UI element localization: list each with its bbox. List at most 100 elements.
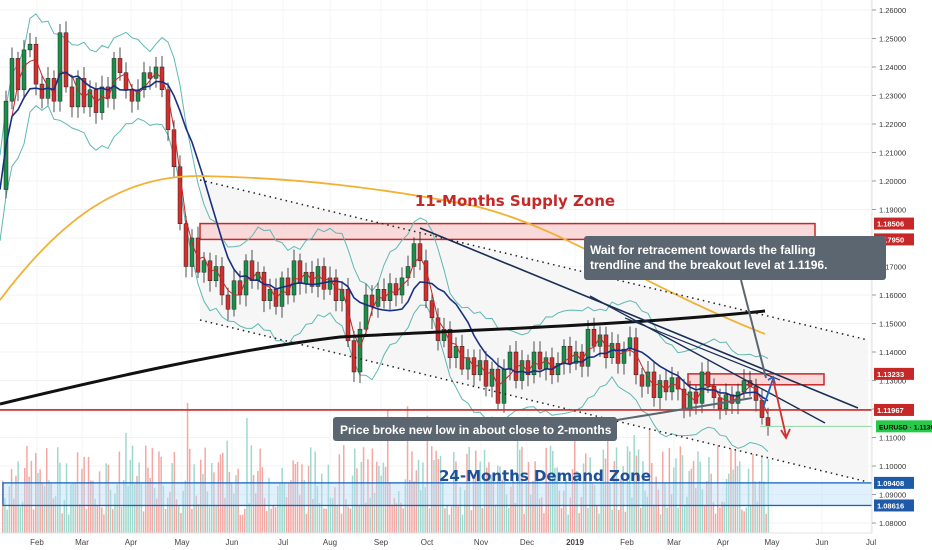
price-tick-label: 1.23000 <box>879 91 906 100</box>
volume-bar <box>79 504 81 533</box>
projection-up-arrow <box>762 378 774 409</box>
time-tick-label: Oct <box>421 538 434 547</box>
candle-body <box>147 72 153 79</box>
volume-bar <box>305 513 308 533</box>
volume-bar <box>622 466 624 533</box>
candle-body <box>579 351 585 367</box>
falling-trendline <box>419 227 859 409</box>
volume-bar <box>635 455 638 533</box>
new-low-callout-text: Price broke new low in about close to 2-… <box>340 423 612 437</box>
volume-bar <box>655 476 657 533</box>
volume-bar <box>175 499 178 533</box>
volume-bar <box>624 511 627 533</box>
volume-bar <box>431 446 433 533</box>
candle-body <box>9 58 15 102</box>
volume-bar <box>151 447 154 533</box>
time-tick-label: Jun <box>226 538 239 547</box>
volume-bar <box>241 514 244 533</box>
volume-bar <box>679 446 682 533</box>
price-tick-label: 1.24000 <box>879 63 906 72</box>
candle-body <box>177 166 183 224</box>
retracement-callout-line: Wait for retracement towards the falling <box>590 243 816 257</box>
volume-bar <box>116 484 118 533</box>
volume-bar <box>316 486 319 533</box>
volume-bar <box>692 460 695 533</box>
volume-bar <box>670 494 673 533</box>
volume-bar <box>470 510 473 533</box>
volume-bar <box>261 467 264 533</box>
price-tick-label: 1.10000 <box>879 462 906 471</box>
volume-bar <box>288 482 290 533</box>
volume-bar <box>615 447 618 533</box>
volume-bar <box>752 449 754 533</box>
volume-bar <box>96 505 99 533</box>
channel-lower-line <box>199 319 869 483</box>
volume-bar <box>472 474 475 533</box>
time-tick-label: Jul <box>278 538 288 547</box>
volume-bar <box>703 505 706 533</box>
price-label-tag <box>874 403 914 416</box>
volume-bar <box>217 462 220 533</box>
candle-body <box>705 371 711 387</box>
volume-bar <box>591 482 594 533</box>
supply-zone-box <box>199 222 816 241</box>
volume-bar <box>741 509 743 533</box>
volume-bar <box>464 490 466 533</box>
volume-bar <box>208 506 211 533</box>
ma-long-term-line <box>0 309 766 406</box>
volume-bar <box>369 497 371 533</box>
volume-bar <box>743 511 745 533</box>
volume-bar <box>182 490 184 533</box>
candle-body <box>585 328 591 367</box>
time-tick-label: Feb <box>30 538 44 547</box>
time-axis[interactable]: Feb Mar Apr May Jun Jul Aug Sep Oct Nov Dec 2019 Feb… <box>0 532 876 547</box>
volume-bar <box>156 498 158 533</box>
volume-bar <box>90 480 92 533</box>
volume-bar <box>360 461 363 533</box>
volume-bar <box>653 504 655 533</box>
time-tick-label: Dec <box>520 538 534 547</box>
candle-body <box>663 380 669 393</box>
price-tick-label: 1.20000 <box>879 177 906 186</box>
volume-bar <box>618 510 620 533</box>
volume-bar <box>657 489 660 533</box>
volume-bar <box>68 514 70 533</box>
volume-bar <box>455 461 457 533</box>
candle-body <box>111 58 117 99</box>
volume-bar <box>41 483 44 533</box>
candle-body <box>417 243 423 262</box>
volume-bar <box>367 459 369 533</box>
volume-bar <box>666 507 668 533</box>
volume-bar <box>263 497 266 533</box>
volume-bar <box>457 506 459 533</box>
volume-bar <box>153 487 156 533</box>
volume-bar <box>248 503 250 533</box>
volume-bar <box>648 400 651 533</box>
volume-bar <box>301 464 303 533</box>
volume-bar <box>420 490 422 533</box>
price-tick-label: 1.16000 <box>879 291 906 300</box>
volume-bar <box>8 486 11 533</box>
volume-bar <box>76 452 79 533</box>
price-tick-label: 1.11000 <box>879 434 906 443</box>
volume-bar <box>17 461 19 533</box>
candle-body <box>183 223 189 267</box>
candle-body <box>321 266 327 290</box>
volume-bar <box>134 484 136 533</box>
volume-bar <box>351 475 354 533</box>
volume-bar <box>534 461 536 533</box>
volume-bar <box>503 475 506 533</box>
volume-bar <box>631 497 633 533</box>
volume-bar <box>140 483 143 533</box>
candle-body <box>141 72 147 91</box>
volume-bar <box>164 509 167 533</box>
volume-bar <box>589 457 591 533</box>
candle-body <box>555 363 561 376</box>
volume-bar <box>85 509 88 533</box>
volume-bar <box>721 501 723 533</box>
volume-bar <box>160 456 162 533</box>
volume-bar <box>736 465 739 533</box>
volume-bar <box>61 513 63 533</box>
candle-body <box>87 89 93 108</box>
